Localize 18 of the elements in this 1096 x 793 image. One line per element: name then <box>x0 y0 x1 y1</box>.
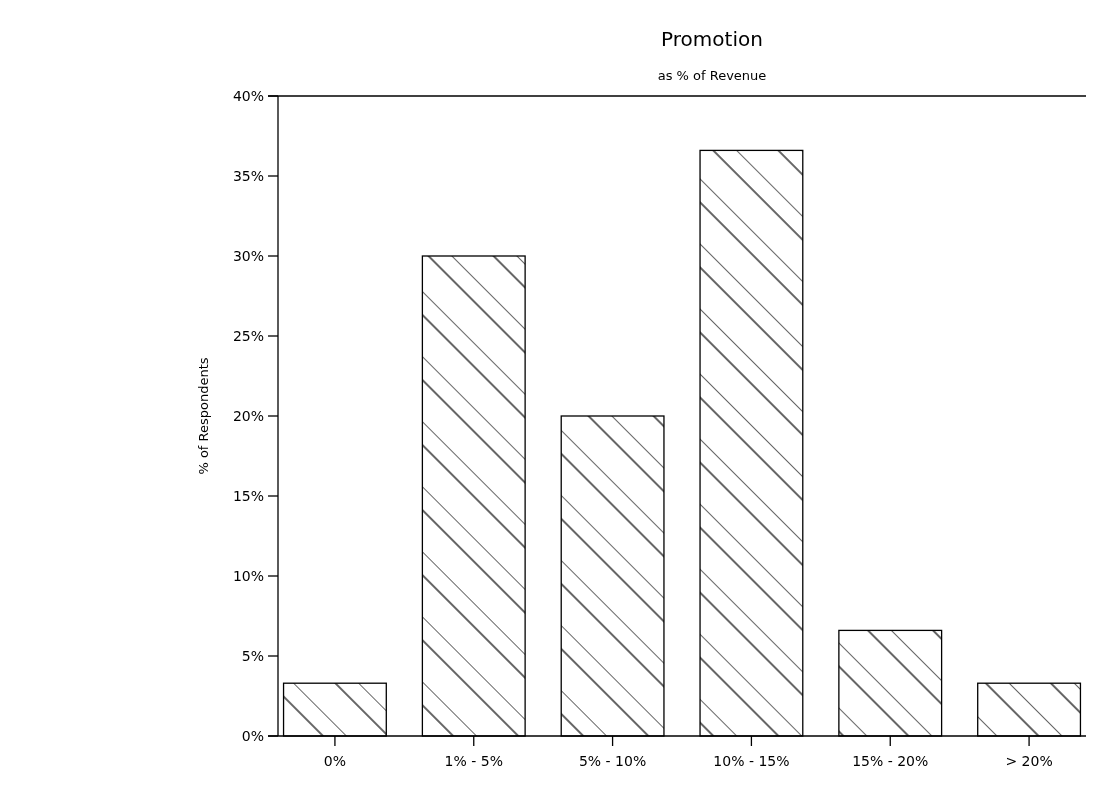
y-tick-label: 30% <box>232 247 264 264</box>
y-tick-label: 10% <box>232 567 264 584</box>
y-tick-label: 25% <box>232 327 264 344</box>
y-tick-label: 35% <box>232 167 264 184</box>
x-tick-label: 5% - 10% <box>578 753 647 769</box>
y-tick-label: 40% <box>232 87 264 104</box>
y-tick-label: 5% <box>241 647 264 664</box>
x-tick-label: > 20% <box>1005 753 1053 769</box>
x-tick-label: 1% - 5% <box>444 753 503 769</box>
x-tick-label: 10% - 15% <box>713 753 790 769</box>
chart-title: Promotion <box>661 27 763 51</box>
x-tick-label: 15% - 20% <box>852 753 929 769</box>
y-tick-label: 15% <box>232 487 264 504</box>
y-axis-title: % of Respondents <box>196 357 211 475</box>
x-tick-label: 0% <box>323 753 347 769</box>
chart-subtitle: as % of Revenue <box>657 68 767 83</box>
y-tick-label: 20% <box>232 407 264 424</box>
y-tick-label: 0% <box>241 727 264 744</box>
